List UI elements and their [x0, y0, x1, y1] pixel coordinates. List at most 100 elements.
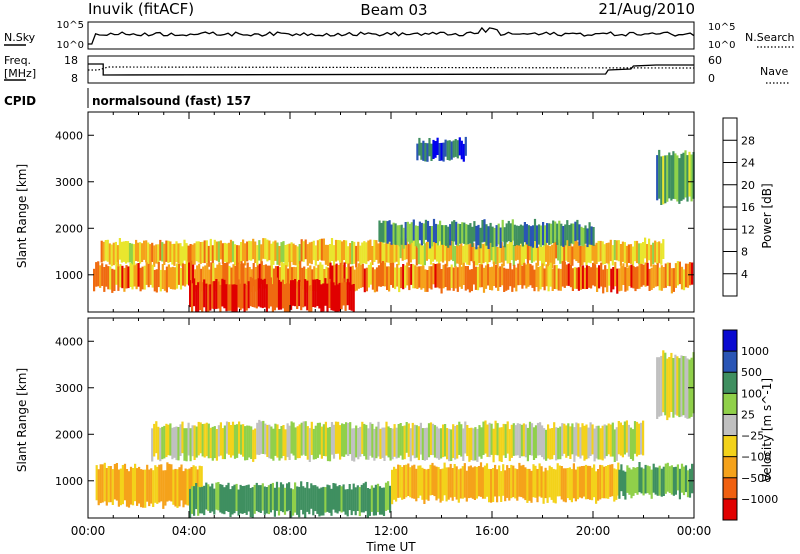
data-cell	[440, 239, 443, 262]
data-cell	[178, 467, 181, 507]
data-cell	[272, 241, 275, 265]
data-cell	[456, 140, 459, 159]
data-cell	[242, 263, 245, 289]
data-cell	[260, 261, 263, 285]
data-cell	[391, 428, 394, 460]
date-title: 21/Aug/2010	[598, 0, 695, 18]
data-cell	[597, 240, 600, 262]
data-cell	[567, 263, 570, 286]
data-cell	[419, 243, 422, 265]
data-cell	[468, 269, 471, 293]
data-cell	[395, 241, 398, 262]
data-cell	[155, 269, 158, 293]
data-cell	[584, 464, 588, 500]
data-cell	[406, 221, 409, 242]
data-cell	[444, 139, 447, 157]
data-cell	[654, 467, 657, 495]
data-cell	[678, 358, 681, 418]
data-cell	[324, 487, 327, 513]
data-cell	[434, 264, 437, 288]
data-cell	[114, 241, 117, 264]
data-cell	[419, 465, 422, 496]
data-cell	[194, 269, 197, 292]
data-cell	[213, 426, 216, 459]
data-cell	[221, 428, 224, 460]
data-cell	[272, 428, 275, 461]
data-cell	[504, 470, 507, 502]
data-cell	[388, 220, 391, 242]
data-cell	[126, 241, 130, 263]
data-cell	[488, 468, 491, 503]
data-cell	[314, 279, 317, 308]
data-cell	[564, 468, 567, 503]
data-cell	[137, 263, 140, 287]
data-cell	[435, 240, 439, 262]
data-cell	[157, 426, 160, 460]
data-cell	[387, 481, 390, 510]
data-cell	[583, 267, 587, 290]
cpid-label: CPID	[4, 94, 36, 108]
data-cell	[346, 489, 349, 517]
data-cell	[300, 239, 303, 262]
data-cell	[431, 462, 434, 495]
data-cell	[599, 428, 602, 460]
data-cell	[588, 222, 591, 245]
data-cell	[219, 422, 222, 456]
data-cell	[442, 240, 445, 263]
data-cell	[113, 269, 116, 291]
colorbar-swatch	[723, 351, 737, 373]
data-cell	[367, 264, 370, 288]
data-cell	[452, 140, 455, 158]
data-cell	[239, 484, 242, 514]
data-cell	[633, 240, 637, 262]
data-cell	[635, 240, 639, 264]
data-cell	[668, 152, 671, 199]
data-cell	[580, 466, 584, 499]
data-cell	[248, 240, 251, 261]
data-cell	[227, 284, 230, 311]
data-cell	[454, 246, 457, 267]
data-cell	[577, 423, 580, 457]
data-cell	[640, 243, 643, 265]
data-cell	[521, 225, 524, 247]
data-cell	[477, 466, 481, 497]
data-cell	[100, 240, 103, 263]
data-cell	[550, 467, 553, 500]
data-cell	[562, 468, 565, 502]
data-cell	[183, 239, 186, 261]
data-cell	[351, 428, 354, 461]
data-cell	[436, 263, 439, 288]
data-cell	[489, 267, 492, 290]
data-cell	[496, 469, 499, 503]
data-cell	[249, 488, 252, 518]
data-cell	[209, 284, 212, 311]
data-cell	[447, 467, 450, 500]
data-cell	[367, 240, 370, 262]
data-cell	[150, 468, 153, 504]
data-cell	[288, 243, 291, 263]
data-cell	[534, 425, 538, 459]
data-cell	[303, 266, 306, 290]
data-cell	[636, 266, 639, 289]
data-cell	[201, 282, 204, 312]
data-cell	[684, 150, 687, 198]
data-cell	[263, 486, 266, 515]
data-cell	[129, 262, 132, 287]
data-cell	[123, 463, 127, 501]
data-cell	[171, 244, 174, 265]
data-cell	[341, 241, 344, 265]
data-cell	[384, 220, 387, 243]
data-cell	[127, 266, 130, 289]
data-cell	[304, 239, 307, 260]
data-cell	[128, 243, 132, 263]
data-cell	[553, 422, 556, 456]
data-cell	[200, 268, 203, 292]
data-cell	[498, 241, 501, 263]
data-cell	[568, 225, 571, 246]
data-cell	[601, 425, 604, 461]
data-cell	[330, 488, 333, 516]
data-cell	[233, 484, 236, 514]
data-cell	[460, 266, 463, 289]
data-cell	[490, 469, 493, 503]
data-cell	[615, 240, 618, 261]
